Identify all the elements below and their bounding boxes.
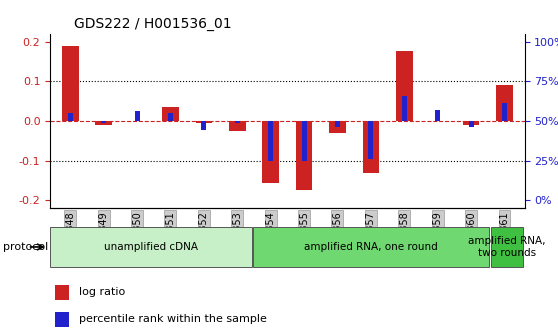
Bar (396, 51, 412, 121)
FancyBboxPatch shape (490, 227, 523, 267)
Bar (268, 121, 273, 161)
Bar (201, 121, 206, 130)
Bar (55, 312, 69, 327)
FancyBboxPatch shape (50, 227, 252, 267)
Bar (168, 113, 173, 121)
Bar (262, 121, 279, 182)
Text: unamplified cDNA: unamplified cDNA (104, 242, 198, 252)
Text: GDS222 / H001536_01: GDS222 / H001536_01 (74, 17, 232, 31)
Bar (335, 121, 340, 127)
Text: amplified RNA,
two rounds: amplified RNA, two rounds (468, 236, 546, 258)
Bar (162, 107, 179, 121)
Bar (368, 121, 373, 159)
Bar (134, 112, 140, 121)
Bar (101, 121, 106, 123)
Bar (229, 121, 246, 131)
Bar (68, 113, 73, 121)
Bar (469, 121, 474, 127)
Bar (363, 121, 379, 173)
Bar (301, 121, 306, 161)
Bar (402, 95, 407, 121)
Text: log ratio: log ratio (79, 287, 125, 297)
Text: percentile rank within the sample: percentile rank within the sample (79, 314, 267, 324)
Text: protocol: protocol (3, 242, 48, 252)
Bar (296, 121, 312, 191)
FancyBboxPatch shape (253, 227, 489, 267)
Bar (502, 103, 507, 121)
Bar (55, 285, 69, 300)
Bar (235, 121, 240, 123)
Text: amplified RNA, one round: amplified RNA, one round (304, 242, 438, 252)
Bar (463, 121, 479, 125)
Bar (329, 121, 346, 133)
Bar (95, 121, 112, 125)
Bar (62, 45, 79, 121)
Bar (435, 110, 440, 121)
Bar (195, 121, 212, 123)
Bar (496, 85, 513, 121)
